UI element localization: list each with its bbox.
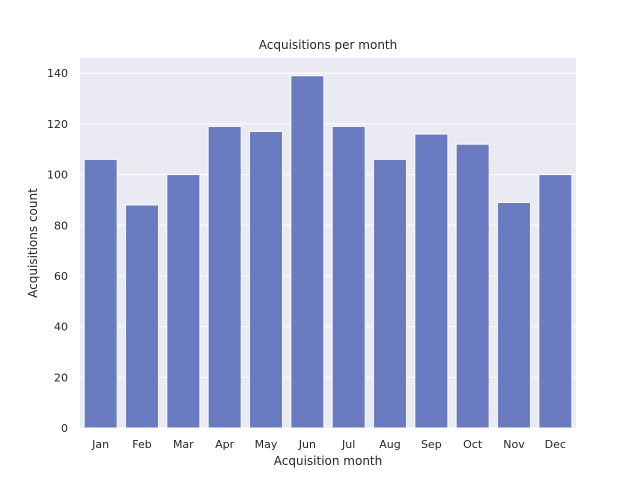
x-tick-label: Oct <box>463 438 483 451</box>
x-tick-label: Aug <box>379 438 400 451</box>
plot-area <box>80 58 576 428</box>
bar-jul <box>331 125 366 429</box>
bar-oct <box>455 143 490 429</box>
x-tick-label: Feb <box>132 438 151 451</box>
x-tick-label: May <box>255 438 278 451</box>
bar-jan <box>83 158 118 429</box>
x-tick-label: Dec <box>545 438 566 451</box>
y-tick-label: 60 <box>54 270 68 283</box>
x-tick-label: Jan <box>91 438 109 451</box>
bar-dec <box>538 174 573 429</box>
bar-feb <box>124 204 160 429</box>
x-tick-label: Nov <box>503 438 525 451</box>
bar-nov <box>496 201 532 429</box>
y-tick-label: 20 <box>54 371 68 384</box>
y-axis-ticks: 0 20 40 60 80 100 120 140 <box>47 67 68 435</box>
bar-aug <box>372 158 408 429</box>
y-tick-label: 120 <box>47 118 68 131</box>
y-axis-label: Acquisitions count <box>26 188 40 298</box>
x-tick-label: Sep <box>421 438 442 451</box>
y-tick-label: 0 <box>61 422 68 435</box>
x-axis-ticks: Jan Feb Mar Apr May Jun Jul Aug Sep Oct Nov Dec <box>91 438 566 451</box>
chart-title: Acquisitions per month <box>259 38 398 52</box>
x-axis-label: Acquisition month <box>274 454 383 468</box>
bar-may <box>248 130 284 429</box>
bar-apr <box>207 125 242 429</box>
y-tick-label: 40 <box>54 321 68 334</box>
y-tick-label: 80 <box>54 219 68 232</box>
x-tick-label: Apr <box>215 438 235 451</box>
bars <box>83 75 573 429</box>
gridlines <box>80 72 576 429</box>
y-tick-label: 140 <box>47 67 68 80</box>
x-tick-label: Jul <box>341 438 355 451</box>
bar-mar <box>166 174 201 429</box>
bar-sep <box>414 133 449 429</box>
y-tick-label: 100 <box>47 169 68 182</box>
x-tick-label: Mar <box>173 438 194 451</box>
x-tick-label: Jun <box>298 438 316 451</box>
bar-jun <box>290 75 325 429</box>
